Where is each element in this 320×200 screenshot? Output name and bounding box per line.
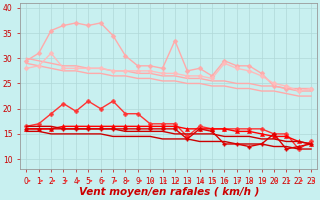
- X-axis label: Vent moyen/en rafales ( km/h ): Vent moyen/en rafales ( km/h ): [78, 187, 259, 197]
